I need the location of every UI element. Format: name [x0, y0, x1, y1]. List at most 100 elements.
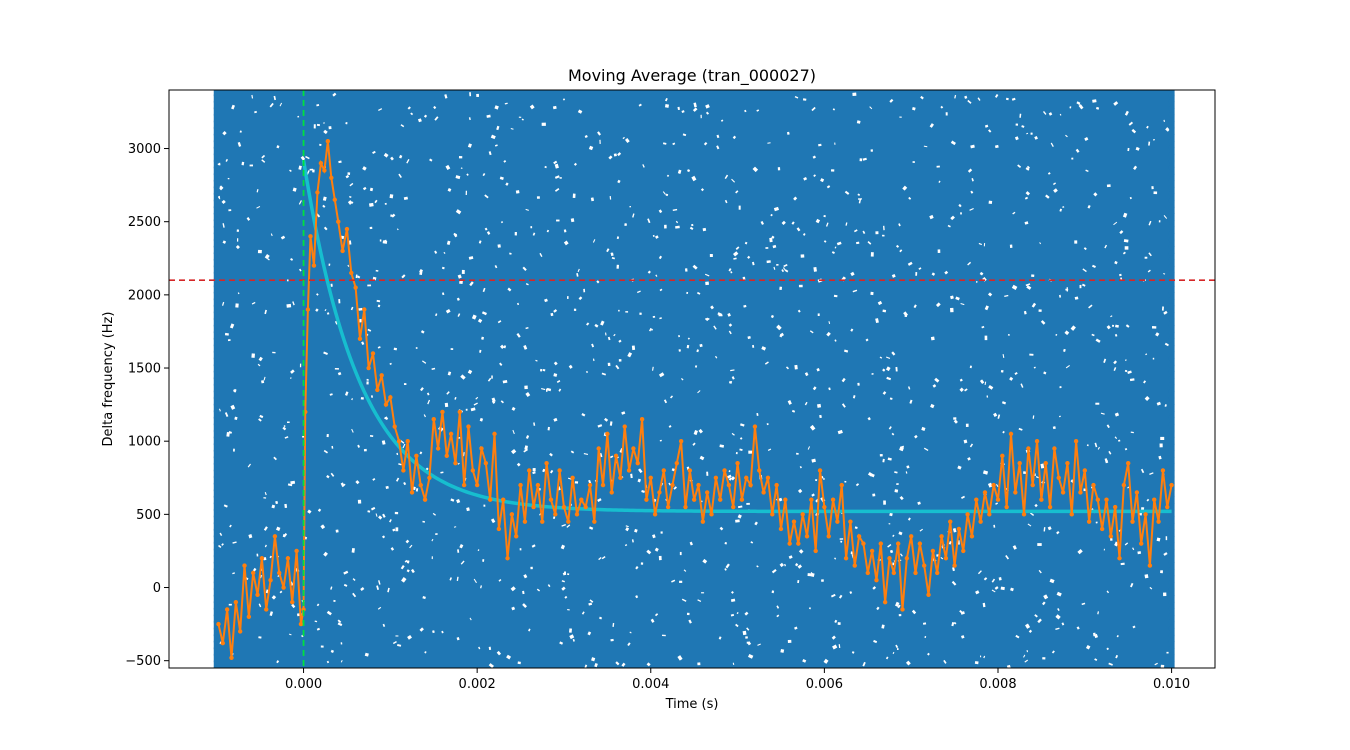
- raw-data-gap: [435, 533, 438, 535]
- raw-data-gap: [1155, 332, 1160, 337]
- raw-points-layer: [213, 90, 1175, 668]
- raw-data-gap: [330, 472, 335, 477]
- raw-data-gap: [1129, 196, 1132, 200]
- raw-point: [1168, 533, 1175, 540]
- raw-data-gap: [802, 233, 806, 236]
- moving-average-point: [409, 490, 415, 495]
- raw-data-gap: [473, 402, 478, 406]
- raw-data-gap: [355, 480, 360, 485]
- raw-data-gap: [519, 548, 522, 551]
- raw-data-gap: [415, 488, 419, 492]
- raw-data-gap: [340, 660, 343, 663]
- moving-average-point: [1017, 460, 1022, 466]
- raw-data-gap: [594, 662, 598, 668]
- raw-data-gap: [445, 164, 451, 171]
- raw-data-gap: [515, 190, 520, 194]
- moving-average-point: [440, 409, 445, 415]
- raw-data-gap: [719, 526, 724, 531]
- raw-data-gap: [658, 372, 665, 378]
- moving-average-point: [444, 453, 449, 459]
- raw-data-gap: [463, 452, 465, 457]
- raw-data-gap: [553, 361, 558, 366]
- raw-data-gap: [981, 325, 985, 329]
- raw-point: [213, 546, 220, 553]
- raw-data-gap: [367, 284, 372, 287]
- raw-data-gap: [1025, 623, 1031, 629]
- raw-data-gap: [323, 122, 325, 124]
- moving-average-point: [700, 519, 706, 524]
- raw-data-gap: [573, 162, 577, 166]
- raw-data-gap: [1116, 634, 1119, 638]
- raw-data-gap: [410, 112, 414, 116]
- raw-data-gap: [813, 174, 816, 178]
- raw-point: [213, 585, 220, 592]
- raw-data-gap: [796, 452, 799, 455]
- raw-data-gap: [691, 175, 697, 182]
- raw-data-gap: [730, 613, 735, 617]
- raw-data-gap: [922, 622, 927, 625]
- raw-data-gap: [335, 529, 339, 533]
- raw-data-gap: [589, 526, 594, 530]
- raw-data-gap: [395, 635, 399, 637]
- raw-data-gap: [427, 399, 431, 405]
- raw-data-gap: [776, 263, 779, 266]
- raw-data-gap: [323, 449, 328, 454]
- raw-data-gap: [979, 655, 982, 658]
- raw-point: [1168, 658, 1175, 665]
- raw-data-gap: [1104, 244, 1108, 249]
- moving-average-point: [308, 234, 313, 239]
- raw-data-gap: [282, 534, 286, 538]
- raw-data-gap: [997, 414, 1001, 419]
- raw-data-gap: [767, 142, 771, 144]
- raw-data-gap: [908, 196, 912, 200]
- raw-data-gap: [467, 369, 473, 375]
- moving-average-point: [1143, 512, 1148, 517]
- raw-data-gap: [459, 280, 463, 285]
- raw-data-gap: [791, 221, 795, 225]
- raw-data-gap: [612, 622, 615, 627]
- raw-data-gap: [441, 266, 445, 270]
- raw-data-gap: [384, 202, 387, 205]
- raw-data-gap: [1057, 608, 1060, 612]
- raw-data-gap: [1164, 342, 1170, 347]
- raw-data-gap: [736, 611, 739, 615]
- raw-data-gap: [497, 320, 502, 324]
- raw-data-gap: [764, 361, 769, 365]
- raw-data-gap: [363, 448, 367, 452]
- moving-average-point: [661, 468, 666, 473]
- raw-data-gap: [558, 388, 562, 392]
- raw-data-gap: [896, 244, 900, 248]
- raw-data-gap: [271, 504, 276, 509]
- moving-average-point: [657, 490, 662, 495]
- raw-data-gap: [907, 261, 913, 266]
- raw-point: [1168, 184, 1175, 191]
- raw-data-gap: [457, 274, 462, 279]
- raw-data-gap: [902, 185, 908, 191]
- raw-data-gap: [679, 580, 683, 583]
- raw-data-gap: [1083, 488, 1086, 492]
- raw-data-gap: [564, 595, 568, 599]
- raw-data-gap: [517, 302, 520, 306]
- raw-data-gap: [447, 187, 452, 192]
- raw-data-gap: [549, 452, 553, 457]
- raw-data-gap: [227, 177, 230, 180]
- raw-data-gap: [290, 377, 292, 379]
- moving-average-point: [748, 482, 753, 488]
- raw-data-gap: [744, 611, 749, 616]
- moving-average-point: [683, 504, 688, 510]
- raw-point: [213, 612, 220, 619]
- moving-average-point: [948, 519, 953, 524]
- raw-data-gap: [1038, 309, 1042, 312]
- raw-data-gap: [466, 173, 469, 176]
- raw-data-gap: [797, 309, 801, 313]
- moving-average-point: [336, 219, 341, 224]
- raw-data-gap: [627, 352, 633, 358]
- raw-data-gap: [795, 562, 799, 567]
- raw-data-gap: [330, 586, 333, 590]
- raw-data-gap: [950, 307, 954, 313]
- raw-data-gap: [1061, 622, 1065, 626]
- x-axis-ticks: 0.000 0.002 0.004 0.006 0.008 0.010: [285, 668, 1190, 692]
- raw-data-gap: [506, 654, 512, 660]
- raw-data-gap: [891, 351, 896, 356]
